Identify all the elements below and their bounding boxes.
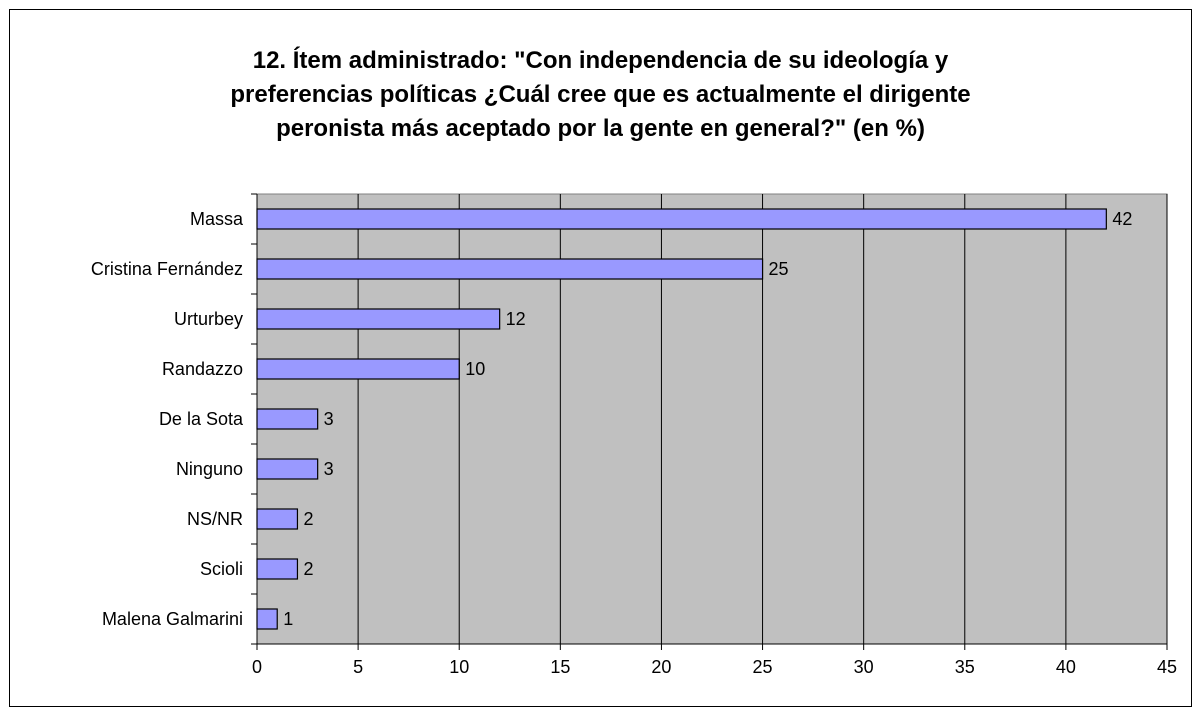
category-label: De la Sota	[159, 409, 244, 429]
bar	[256, 258, 764, 280]
bar	[256, 508, 299, 530]
x-tick-label: 45	[1157, 657, 1177, 677]
category-label: Malena Galmarini	[102, 609, 243, 629]
category-label: Cristina Fernández	[91, 259, 243, 279]
value-label: 10	[465, 359, 485, 379]
bar	[256, 208, 1107, 230]
chart-title-line-3: peronista más aceptado por la gente en g…	[276, 115, 925, 142]
x-tick-label: 5	[353, 657, 363, 677]
x-tick-label: 40	[1056, 657, 1076, 677]
x-tick-label: 35	[955, 657, 975, 677]
value-label: 12	[506, 309, 526, 329]
value-label: 3	[324, 409, 334, 429]
value-label: 42	[1112, 209, 1132, 229]
value-label: 1	[283, 609, 293, 629]
bar	[256, 358, 460, 380]
chart-title-line-1: 12. Ítem administrado: "Con independenci…	[252, 47, 949, 74]
x-tick-label: 25	[753, 657, 773, 677]
category-label: Urturbey	[174, 309, 243, 329]
x-tick-label: 30	[854, 657, 874, 677]
x-tick-label: 0	[252, 657, 262, 677]
chart-title: 12. Ítem administrado: "Con independenci…	[0, 44, 1201, 146]
bar	[256, 408, 319, 430]
category-label: Massa	[190, 209, 244, 229]
chart-title-line-2: preferencias políticas ¿Cuál cree que es…	[230, 81, 971, 108]
value-label: 2	[303, 559, 313, 579]
category-label: NS/NR	[187, 509, 243, 529]
bar	[256, 458, 319, 480]
bar	[256, 608, 278, 630]
category-label: Ninguno	[176, 459, 243, 479]
category-label: Scioli	[200, 559, 243, 579]
x-tick-label: 20	[651, 657, 671, 677]
bar	[256, 558, 299, 580]
x-tick-label: 10	[449, 657, 469, 677]
value-label: 3	[324, 459, 334, 479]
value-label: 25	[769, 259, 789, 279]
bar	[256, 308, 501, 330]
x-tick-label: 15	[550, 657, 570, 677]
value-label: 2	[303, 509, 313, 529]
category-label: Randazzo	[162, 359, 243, 379]
